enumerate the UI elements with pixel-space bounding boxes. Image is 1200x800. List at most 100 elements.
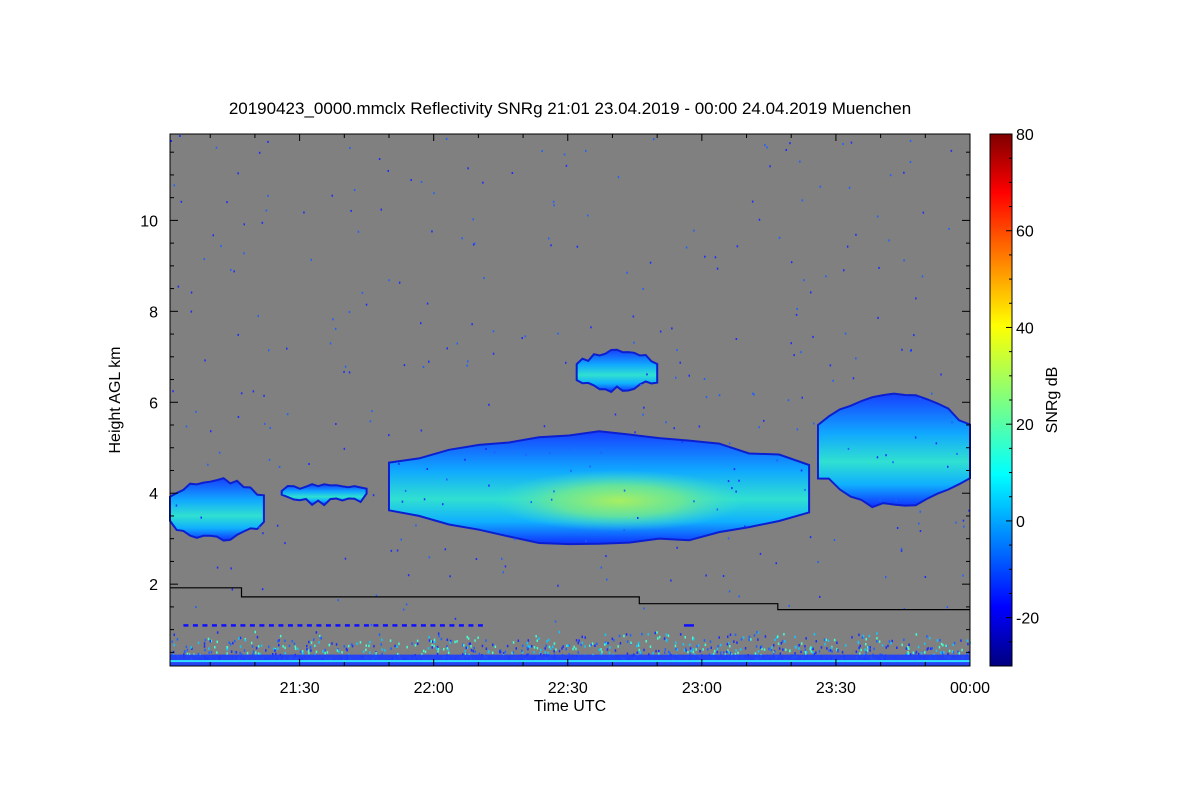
speckle — [346, 648, 348, 652]
speckle — [833, 539, 836, 541]
speckle — [365, 648, 367, 652]
speckle — [889, 174, 892, 177]
speckle — [716, 647, 719, 651]
speckle — [705, 396, 708, 399]
speckle — [177, 285, 180, 288]
speckle — [437, 648, 440, 651]
speckle — [173, 643, 175, 647]
speckle — [428, 360, 430, 363]
speckle — [605, 642, 607, 645]
speckle — [469, 642, 471, 645]
speckle — [539, 651, 541, 655]
speckle — [804, 488, 806, 491]
speckle — [286, 413, 289, 416]
speckle — [428, 635, 430, 639]
speckle — [952, 651, 955, 654]
speckle — [203, 645, 206, 648]
speckle — [637, 517, 639, 519]
speckle — [467, 167, 469, 170]
speckle — [692, 636, 694, 640]
speckle — [184, 650, 186, 653]
speckle — [220, 245, 222, 248]
speckle — [805, 653, 807, 656]
speckle — [935, 442, 938, 445]
speckle — [526, 641, 529, 645]
speckle — [359, 641, 362, 644]
cloud-region — [575, 348, 659, 394]
speckle — [204, 638, 207, 642]
speckle — [844, 332, 847, 335]
speckle — [521, 649, 523, 652]
speckle — [896, 527, 899, 529]
speckle — [613, 639, 615, 642]
speckle — [195, 410, 197, 413]
speckle — [768, 647, 770, 651]
speckle — [817, 561, 819, 563]
dashed-echo — [420, 624, 426, 627]
speckle — [449, 641, 451, 644]
speckle — [319, 634, 321, 638]
speckle — [373, 644, 375, 648]
speckle — [938, 646, 941, 649]
speckle — [851, 636, 853, 639]
dashed-echo — [249, 624, 255, 627]
speckle — [892, 461, 894, 464]
speckle — [606, 648, 609, 651]
speckle — [642, 413, 644, 416]
speckle — [929, 647, 932, 650]
speckle — [400, 538, 402, 541]
speckle — [396, 645, 398, 648]
speckle — [337, 648, 339, 651]
speckle — [561, 647, 563, 650]
speckle — [702, 648, 704, 651]
speckle — [430, 640, 432, 643]
dashed-echo — [287, 624, 293, 627]
speckle — [608, 651, 611, 655]
speckle — [652, 652, 654, 655]
speckle — [255, 646, 258, 650]
speckle — [734, 652, 737, 656]
speckle — [673, 427, 675, 430]
speckle — [881, 644, 884, 647]
speckle — [575, 647, 577, 651]
speckle — [527, 653, 530, 656]
speckle — [598, 648, 601, 652]
speckle — [570, 469, 572, 472]
speckle — [268, 458, 271, 461]
speckle — [502, 652, 505, 655]
speckle — [171, 640, 173, 643]
speckle — [533, 651, 535, 654]
plot-frame — [169, 133, 971, 667]
speckle — [365, 303, 368, 306]
speckle — [753, 393, 755, 396]
speckle — [947, 465, 949, 468]
speckle — [581, 641, 583, 645]
speckle — [665, 633, 668, 636]
speckle — [428, 556, 431, 559]
speckle — [170, 140, 172, 142]
speckle — [243, 252, 245, 255]
speckle — [239, 651, 241, 655]
speckle — [226, 201, 228, 204]
speckle — [671, 327, 673, 330]
speckle — [274, 649, 276, 652]
speckle — [388, 279, 390, 282]
speckle — [704, 255, 706, 258]
speckle — [909, 161, 912, 163]
speckle — [525, 453, 527, 456]
speckle — [936, 639, 939, 642]
speckle — [369, 640, 371, 644]
speckle — [940, 373, 942, 376]
speckle — [472, 243, 475, 246]
speckle — [716, 650, 719, 654]
speckle — [683, 649, 686, 652]
speckle — [647, 633, 649, 636]
speckle — [263, 422, 266, 425]
speckle — [336, 649, 339, 652]
colorbar-tick-label: -20 — [1016, 611, 1039, 628]
speckle — [693, 500, 695, 503]
speckle — [577, 651, 579, 654]
speckle — [665, 421, 667, 424]
speckle — [784, 640, 786, 643]
speckle — [697, 644, 700, 647]
